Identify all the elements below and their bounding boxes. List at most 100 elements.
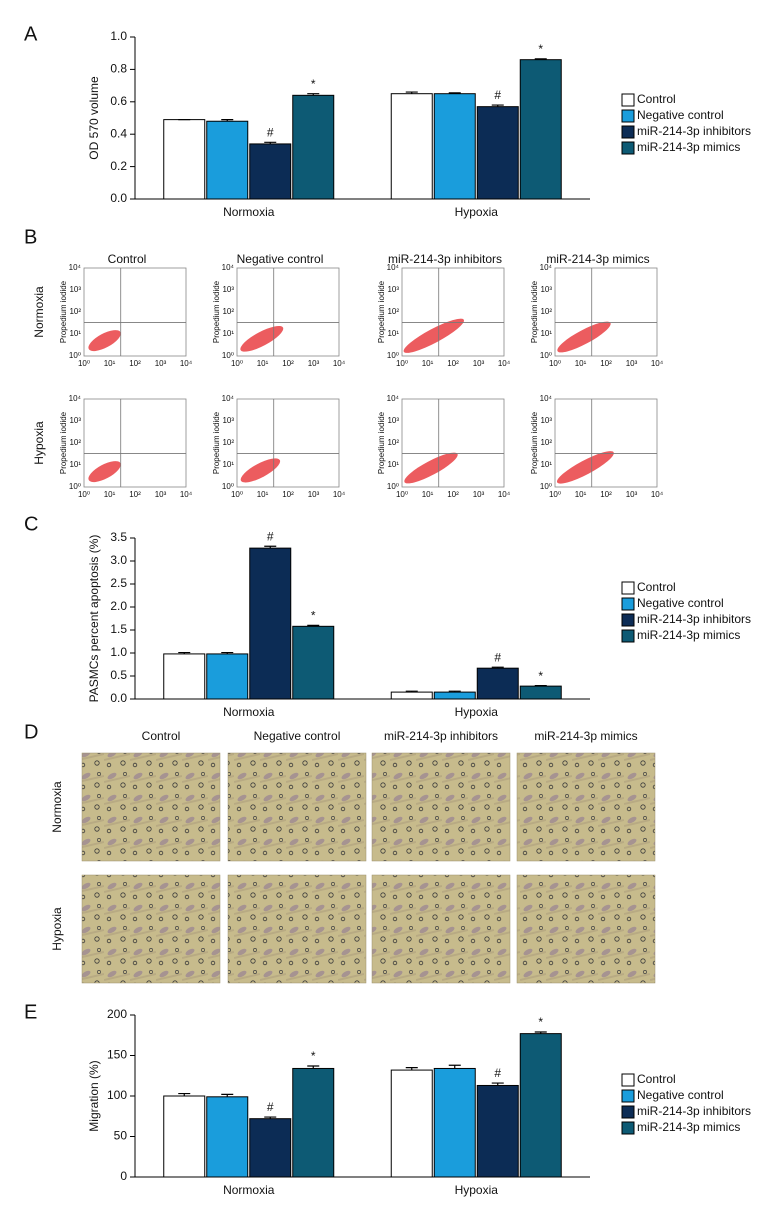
x-tick-label: 10³	[626, 359, 638, 368]
y-tick-label: 10¹	[540, 460, 552, 469]
y-tick-label: 10⁴	[540, 263, 553, 272]
legend-label: miR-214-3p mimics	[637, 140, 740, 154]
bar	[519, 1033, 562, 1178]
significance-label: #	[267, 125, 274, 139]
row-label: Normoxia	[32, 286, 46, 338]
y-tick-label: 100	[107, 1088, 127, 1102]
x-tick-label: 10¹	[104, 490, 116, 499]
y-axis-label: Propedium iodide	[212, 280, 221, 343]
y-tick-label: 10⁰	[69, 351, 81, 360]
x-tick-label: 10¹	[575, 359, 587, 368]
bar	[519, 685, 562, 700]
x-tick-label: 10⁴	[651, 359, 664, 368]
x-tick-label: 10⁰	[231, 359, 243, 368]
y-tick-label: 200	[107, 1007, 127, 1021]
significance-label: *	[538, 42, 543, 56]
cell-cluster	[403, 318, 464, 353]
column-title: miR-214-3p mimics	[546, 252, 649, 266]
y-tick-label: 1.0	[110, 29, 127, 43]
error-bar	[264, 1116, 277, 1119]
x-tick-label: 10¹	[104, 359, 116, 368]
y-tick-label: 0.6	[110, 94, 127, 108]
y-tick-label: 10²	[387, 438, 399, 447]
y-tick-label: 10²	[540, 438, 552, 447]
legend-swatch	[621, 629, 635, 643]
significance-label: *	[311, 609, 316, 623]
legend-label: miR-214-3p inhibitors	[637, 124, 751, 138]
column-title: Negative control	[237, 252, 324, 266]
micrograph	[81, 874, 221, 984]
legend-swatch	[621, 93, 635, 107]
y-tick-label: 10⁰	[387, 482, 399, 491]
y-tick-label: 1.0	[110, 645, 127, 659]
bar	[292, 94, 335, 200]
y-axis-label: OD 570 volume	[87, 76, 101, 160]
y-tick-label: 0.2	[110, 159, 127, 173]
x-tick-label: 10³	[308, 359, 320, 368]
y-tick-label: 0.8	[110, 62, 127, 76]
x-tick-label: 10⁰	[396, 359, 408, 368]
y-tick-label: 10²	[69, 307, 81, 316]
x-tick-label: 10⁰	[549, 490, 561, 499]
legend-swatch	[621, 613, 635, 627]
significance-label: #	[267, 529, 274, 543]
x-tick-label: 10⁴	[498, 490, 511, 499]
y-tick-label: 10³	[69, 285, 81, 294]
error-bar	[491, 666, 504, 669]
y-tick-label: 0.5	[110, 668, 127, 682]
panel-letter: E	[24, 1001, 37, 1023]
column-title: Control	[108, 252, 147, 266]
x-tick-label: 10²	[129, 359, 141, 368]
y-tick-label: 10²	[222, 438, 234, 447]
cell-cluster	[556, 451, 614, 484]
x-tick-label: 10³	[155, 490, 167, 499]
y-tick-label: 10³	[387, 285, 399, 294]
y-tick-label: 1.5	[110, 622, 127, 636]
x-tick-label: Hypoxia	[455, 205, 499, 219]
y-tick-label: 10²	[387, 307, 399, 316]
y-tick-label: 10⁰	[222, 351, 234, 360]
error-bar	[307, 1065, 320, 1069]
x-tick-label: 10³	[626, 490, 638, 499]
legend-swatch	[621, 1105, 635, 1119]
micrograph	[516, 874, 656, 984]
y-tick-label: 10³	[540, 416, 552, 425]
x-tick-label: 10³	[308, 490, 320, 499]
error-bar	[534, 1031, 547, 1034]
y-tick-label: 10²	[222, 307, 234, 316]
x-tick-label: 10⁴	[651, 490, 664, 499]
significance-label: #	[494, 1066, 501, 1080]
y-tick-label: 10⁰	[69, 482, 81, 491]
column-title: Negative control	[254, 729, 341, 743]
legend-swatch	[621, 1073, 635, 1087]
y-tick-label: 0	[120, 1169, 127, 1183]
error-bar	[448, 690, 461, 693]
legend-label: miR-214-3p inhibitors	[637, 1104, 751, 1118]
bar	[476, 1084, 519, 1178]
bar	[292, 1067, 335, 1178]
x-tick-label: 10¹	[257, 359, 269, 368]
micrograph	[227, 874, 367, 984]
y-tick-label: 0.4	[110, 126, 127, 140]
y-tick-label: 10⁴	[387, 263, 400, 272]
bar	[206, 120, 249, 200]
x-tick-label: 10²	[447, 359, 459, 368]
panel-letter: B	[24, 226, 37, 248]
bar	[292, 625, 335, 700]
y-tick-label: 10⁰	[540, 482, 552, 491]
x-tick-label: 10⁴	[333, 359, 346, 368]
x-tick-label: 10⁰	[78, 490, 90, 499]
bar	[390, 691, 433, 700]
y-tick-label: 10¹	[69, 460, 81, 469]
error-bar	[405, 690, 418, 693]
x-tick-label: 10⁰	[78, 359, 90, 368]
bar	[163, 119, 206, 200]
bar	[163, 1095, 206, 1178]
error-bar	[221, 1093, 234, 1097]
x-tick-label: Normoxia	[223, 1183, 275, 1197]
significance-label: *	[311, 1049, 316, 1063]
y-tick-label: 10³	[69, 416, 81, 425]
error-bar	[448, 92, 461, 94]
x-tick-label: 10⁰	[231, 490, 243, 499]
y-tick-label: 2.5	[110, 576, 127, 590]
